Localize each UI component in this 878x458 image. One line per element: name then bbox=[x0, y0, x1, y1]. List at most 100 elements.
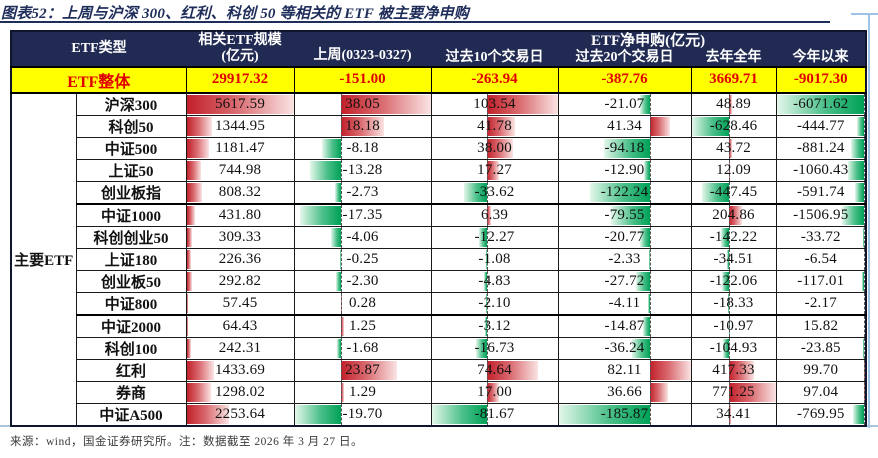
value-cell: 0.28 bbox=[293, 291, 432, 315]
etf-name: 中证2000 bbox=[75, 314, 187, 338]
etf-name: 中证800 bbox=[75, 291, 187, 315]
value-cell: -16.73 bbox=[430, 336, 559, 360]
value-cell: -4.83 bbox=[430, 269, 559, 293]
value-cell: -12.90 bbox=[557, 158, 692, 182]
total-d10: -263.94 bbox=[430, 66, 559, 93]
col-header-last-year: 去年全年 bbox=[691, 49, 777, 67]
value-cell: 23.87 bbox=[293, 358, 432, 382]
value-cell: -1506.95 bbox=[775, 203, 867, 227]
value-cell: -34.51 bbox=[690, 247, 777, 271]
value-cell: -14.87 bbox=[557, 314, 692, 338]
etf-name: 券商 bbox=[75, 380, 187, 404]
value-cell: -122.06 bbox=[690, 269, 777, 293]
value-cell: -1060.43 bbox=[775, 158, 867, 182]
value-cell: 309.33 bbox=[185, 225, 295, 249]
value-cell: 431.80 bbox=[185, 203, 295, 227]
etf-name: 创业板指 bbox=[75, 180, 187, 204]
value-cell: 97.04 bbox=[775, 380, 867, 404]
value-cell: 34.41 bbox=[690, 402, 777, 426]
value-cell: -769.95 bbox=[775, 402, 867, 426]
accent-right-divider bbox=[868, 13, 870, 428]
value-cell: 38.00 bbox=[430, 136, 559, 160]
value-cell: 103.54 bbox=[430, 92, 559, 116]
value-cell: 292.82 bbox=[185, 269, 295, 293]
total-row-label: ETF整体 bbox=[10, 66, 187, 93]
col-header-net-subscription-group: ETF净申购(亿元) bbox=[431, 31, 867, 50]
table-row: 中证2000 64.43 1.25 -3.12 -14.87 -10.97 15.82 bbox=[11, 314, 867, 338]
table-row: 科创创业50 309.33 -4.06 -12.27 -20.77 -142.22 -33.… bbox=[11, 225, 867, 249]
value-cell: -79.55 bbox=[557, 203, 692, 227]
col-header-etf-type: ETF类型 bbox=[11, 31, 187, 67]
total-year: 3669.71 bbox=[690, 66, 777, 93]
table-row: 红利 1433.69 23.87 74.64 82.11 417.33 99.70 bbox=[11, 358, 867, 382]
etf-name: 沪深300 bbox=[75, 92, 187, 116]
accent-top-rule bbox=[851, 13, 878, 15]
value-cell: 1344.95 bbox=[185, 114, 295, 138]
col-header-past-20-days: 过去20个交易日 bbox=[558, 49, 692, 67]
value-cell: 64.43 bbox=[185, 314, 295, 338]
etf-table: ETF类型 相关ETF规模 (亿元) 上周(0323-0327) ETF净申购(… bbox=[10, 30, 868, 427]
value-cell: -104.93 bbox=[690, 336, 777, 360]
value-cell: -2.10 bbox=[430, 291, 559, 315]
value-cell: -6071.62 bbox=[775, 92, 867, 116]
etf-name: 中证A500 bbox=[75, 402, 187, 426]
value-cell: 1433.69 bbox=[185, 358, 295, 382]
table-row: 上证50 744.98 -13.28 17.27 -12.90 12.09 -1060.43 bbox=[11, 158, 867, 182]
value-cell: 17.27 bbox=[430, 158, 559, 182]
value-cell: 17.00 bbox=[430, 380, 559, 404]
table-row: 创业板指 808.32 -2.73 -33.62 -122.24 -447.45 -591.… bbox=[11, 180, 867, 204]
value-cell: 41.78 bbox=[430, 114, 559, 138]
etf-name: 中证1000 bbox=[75, 203, 187, 227]
value-cell: -117.01 bbox=[775, 269, 867, 293]
value-cell: -3.12 bbox=[430, 314, 559, 338]
col-header-ytd: 今年以来 bbox=[776, 49, 867, 67]
value-cell: -0.25 bbox=[293, 247, 432, 271]
value-cell: 5617.59 bbox=[185, 92, 295, 116]
value-cell: -94.18 bbox=[557, 136, 692, 160]
value-cell: 242.31 bbox=[185, 336, 295, 360]
total-d20: -387.76 bbox=[557, 66, 692, 93]
value-cell: -4.06 bbox=[293, 225, 432, 249]
value-cell: -21.07 bbox=[557, 92, 692, 116]
value-cell: -12.27 bbox=[430, 225, 559, 249]
value-cell: 1181.47 bbox=[185, 136, 295, 160]
value-cell: 226.36 bbox=[185, 247, 295, 271]
total-row: ETF整体 29917.32 -151.00 -263.94 -387.76 3… bbox=[10, 66, 867, 93]
value-cell: -17.35 bbox=[293, 203, 432, 227]
table-row: 券商 1298.02 1.29 17.00 36.66 771.25 97.04 bbox=[11, 380, 867, 404]
value-cell: 36.66 bbox=[557, 380, 692, 404]
value-cell: -20.77 bbox=[557, 225, 692, 249]
value-cell: -881.24 bbox=[775, 136, 867, 160]
value-cell: -81.67 bbox=[430, 402, 559, 426]
table-row: 中证800 57.45 0.28 -2.10 -4.11 -18.33 -2.17 bbox=[11, 291, 867, 315]
value-cell: 6.39 bbox=[430, 203, 559, 227]
table-row: 中证1000 431.80 -17.35 6.39 -79.55 204.86 -1506.… bbox=[11, 203, 867, 227]
table-row: 科创100 242.31 -1.68 -16.73 -36.24 -104.93 -23.8… bbox=[11, 336, 867, 360]
value-cell: -447.45 bbox=[690, 180, 777, 204]
value-cell: 417.33 bbox=[690, 358, 777, 382]
etf-name: 科创50 bbox=[75, 114, 187, 138]
value-cell: -591.74 bbox=[775, 180, 867, 204]
value-cell: 82.11 bbox=[557, 358, 692, 382]
value-cell: -23.85 bbox=[775, 336, 867, 360]
value-cell: 18.18 bbox=[293, 114, 432, 138]
value-cell: 43.72 bbox=[690, 136, 777, 160]
table-row: 主要ETF 沪深300 5617.59 38.05 103.54 -21.07 48.89-… bbox=[10, 92, 867, 426]
value-cell: -27.72 bbox=[557, 269, 692, 293]
col-header-scale-line1: 相关ETF规模 bbox=[198, 33, 282, 49]
value-cell: -122.24 bbox=[557, 180, 692, 204]
etf-name: 科创100 bbox=[75, 336, 187, 360]
table-row: 上证180 226.36 -0.25 -1.08 -2.33 -34.51 -6.54 bbox=[11, 247, 867, 271]
value-cell: -2.30 bbox=[293, 269, 432, 293]
value-cell: -2.17 bbox=[775, 291, 867, 315]
etf-name: 创业板50 bbox=[75, 269, 187, 293]
value-cell: -142.22 bbox=[690, 225, 777, 249]
source-note: 来源：wind，国金证券研究所。注：数据截至 2026 年 3 月 27 日。 bbox=[10, 436, 363, 448]
value-cell: -628.46 bbox=[690, 114, 777, 138]
etf-name: 中证500 bbox=[75, 136, 187, 160]
value-cell: 48.89 bbox=[690, 92, 777, 116]
figure-title: 图表52：上周与沪深 300、红利、科创 50 等相关的 ETF 被主要净申购 bbox=[1, 6, 469, 22]
etf-name: 红利 bbox=[75, 358, 187, 382]
table-row: 科创50 1344.95 18.18 41.78 41.34 -628.46 -444.77 bbox=[11, 114, 867, 138]
